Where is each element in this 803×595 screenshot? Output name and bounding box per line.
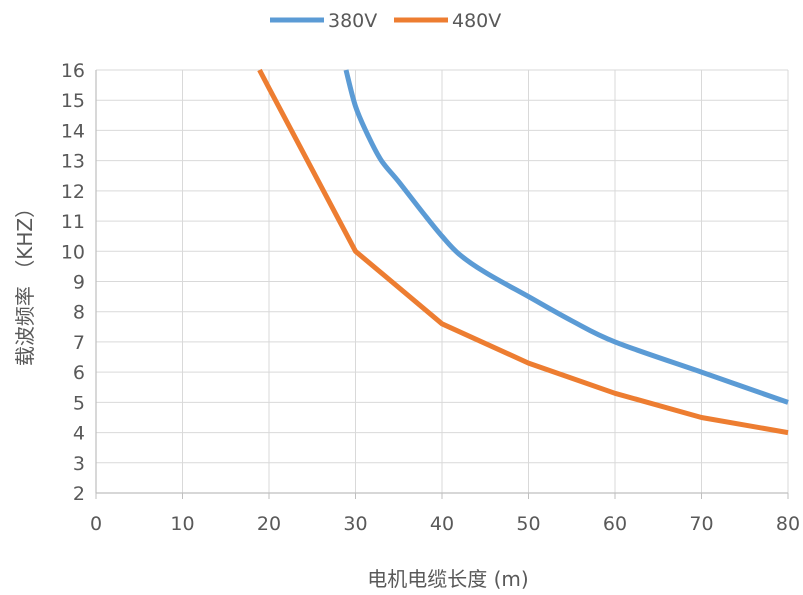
series-line-380V [343,69,789,405]
x-tick-label: 50 [516,513,540,535]
gridlines [95,69,789,494]
x-tick-label: 10 [170,513,194,535]
y-tick-label: 14 [61,120,85,142]
x-tick-label: 80 [776,513,800,535]
y-tick-label: 7 [73,332,85,354]
x-tick-label: 70 [689,513,713,535]
y-tick-label: 15 [61,90,85,112]
y-tick-label: 6 [73,362,85,384]
y-tick-label: 12 [61,181,85,203]
y-tick-label: 3 [73,453,85,475]
tick-labels: 2 3 4 5 6 7 8 9 10 11 12 13 14 15 16 0 10 20 30 40 50 60 70 80 [61,60,800,535]
axes [95,70,789,499]
y-tick-label: 2 [73,483,85,505]
x-tick-label: 40 [430,513,454,535]
x-tick-label: 0 [90,513,102,535]
y-tick-label: 11 [61,211,85,233]
x-tick-label: 30 [343,513,367,535]
legend: 380V 480V [270,10,501,32]
y-axis-title: 载波频率 （KHZ） [13,198,37,366]
y-tick-label: 10 [61,241,85,263]
y-tick-label: 13 [61,151,85,173]
y-tick-label: 9 [73,272,85,294]
x-axis-title: 电机电缆长度 (m) [367,567,528,591]
y-tick-label: 5 [73,392,85,414]
x-tick-label: 60 [603,513,627,535]
series-lines [257,68,789,436]
y-tick-label: 4 [73,423,85,445]
y-tick-label: 16 [61,60,85,82]
y-tick-label: 8 [73,302,85,324]
legend-label: 380V [328,10,377,32]
series-line-480V [257,68,789,436]
legend-label: 480V [452,10,501,32]
x-tick-label: 20 [257,513,281,535]
